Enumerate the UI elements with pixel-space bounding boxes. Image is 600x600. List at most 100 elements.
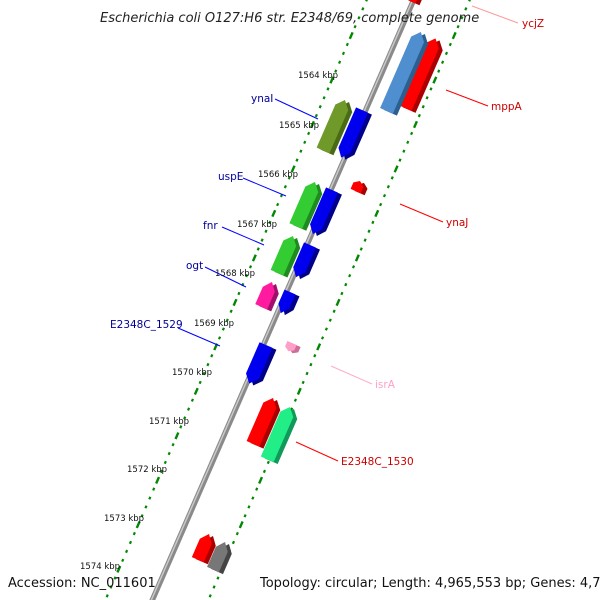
- outer-tick-48: [202, 371, 206, 376]
- inner-tick-48: [305, 371, 309, 376]
- gene-label-ynaJ[interactable]: ynaJ: [446, 217, 468, 229]
- inner-tick-20: [412, 120, 418, 129]
- kbp-label-1569: 1569 kbp: [194, 319, 234, 329]
- inner-tick-28: [382, 193, 387, 198]
- gene-label-E2348C_1530[interactable]: E2348C_1530: [341, 456, 414, 468]
- inner-tick-61: [255, 487, 259, 491]
- gene-label-ogt[interactable]: ogt: [186, 260, 203, 272]
- gene-label-ycjZ[interactable]: ycjZ: [522, 18, 544, 30]
- inner-tick-52: [289, 407, 294, 411]
- outer-tick-68: [125, 549, 129, 554]
- outer-tick-8: [357, 16, 361, 20]
- mppA-cds-2[interactable]: [380, 32, 425, 114]
- lower-red-cds[interactable]: [191, 534, 212, 563]
- outer-tick-36: [248, 265, 253, 269]
- outer-tick-12: [341, 51, 346, 56]
- outer-tick-53: [183, 416, 187, 420]
- inner-tick-12: [444, 51, 449, 56]
- E2348C_1529-cds[interactable]: [246, 342, 273, 384]
- inner-tick-46: [313, 354, 317, 358]
- connector-ynaJ: [399, 203, 444, 223]
- ynaJ-cds[interactable]: [350, 181, 364, 194]
- inner-tick-15: [432, 76, 438, 84]
- outer-tick-30: [271, 209, 277, 218]
- connector-ynaI: [274, 98, 319, 120]
- kbp-label-1567: 1567 kbp: [237, 220, 277, 230]
- ogt-cds-pink[interactable]: [255, 282, 275, 310]
- inner-tick-45: [316, 343, 322, 351]
- gene-label-E2348C_1529[interactable]: E2348C_1529: [110, 319, 183, 331]
- E2348C_1530-red[interactable]: [246, 398, 277, 447]
- inner-tick-25: [393, 165, 399, 173]
- inner-tick-34: [359, 247, 363, 251]
- inner-tick-23: [402, 149, 406, 153]
- fnr-cds[interactable]: [293, 242, 316, 278]
- outer-tick-64: [140, 514, 144, 518]
- inner-tick-39: [340, 291, 344, 296]
- ynaI-cds[interactable]: [338, 107, 368, 158]
- gene-label-ynaI[interactable]: ynaI: [251, 93, 273, 105]
- outer-tick-22: [303, 140, 307, 145]
- inner-tick-31: [371, 220, 375, 225]
- gene-label-uspE[interactable]: uspE: [218, 171, 243, 183]
- gene-label-isrA[interactable]: isrA: [375, 379, 396, 391]
- outer-tick-32: [264, 229, 268, 233]
- ogt-cds[interactable]: [278, 289, 296, 314]
- outer-tick-9: [353, 24, 357, 29]
- label-connectors: [177, 5, 519, 462]
- outer-tick-18: [318, 105, 322, 109]
- inner-tick-66: [235, 531, 239, 536]
- gene-label-fnr[interactable]: fnr: [203, 220, 218, 232]
- outer-tick-20: [309, 120, 315, 129]
- outer-tick-23: [299, 149, 303, 153]
- outer-tick-69: [121, 558, 125, 563]
- outer-tick-25: [290, 165, 296, 173]
- ycjZ-cds[interactable]: [404, 0, 420, 4]
- outer-tick-52: [186, 407, 191, 411]
- inner-tick-62: [251, 496, 255, 500]
- inner-tick-33: [363, 238, 367, 242]
- inner-tick-49: [301, 380, 305, 385]
- connector-ogt: [204, 266, 247, 288]
- gene-label-mppA[interactable]: mppA: [491, 101, 523, 113]
- outer-tick-31: [268, 220, 272, 225]
- inner-tick-21: [410, 131, 414, 136]
- inner-tick-10: [451, 31, 457, 40]
- lower-grey-cds[interactable]: [207, 542, 228, 573]
- connector-fnr: [221, 226, 265, 246]
- mppA-cds-1[interactable]: [398, 38, 439, 111]
- outer-tick-27: [283, 185, 287, 189]
- fnr-cds-green[interactable]: [270, 236, 297, 276]
- outer-tick-11: [345, 42, 349, 47]
- inner-tick-51: [293, 398, 297, 402]
- outer-tick-17: [322, 96, 326, 100]
- inner-tick-17: [425, 96, 429, 100]
- ynaI-cds-olive[interactable]: [316, 100, 349, 154]
- outer-tick-62: [148, 496, 152, 500]
- outer-tick-59: [159, 469, 164, 474]
- outer-tick-6: [365, 0, 368, 2]
- outer-tick-60: [155, 476, 161, 484]
- E2348C_1530-mint[interactable]: [260, 407, 294, 463]
- inner-tick-13: [441, 60, 445, 64]
- outer-tick-56: [171, 442, 175, 447]
- isrA-rna[interactable]: [285, 341, 297, 352]
- outer-tick-67: [128, 540, 133, 545]
- outer-tick-41: [229, 309, 233, 314]
- outer-tick-16: [326, 87, 330, 91]
- kbp-label-1572: 1572 kbp: [127, 465, 167, 475]
- outer-tick-49: [198, 380, 202, 385]
- outer-tick-26: [287, 176, 291, 180]
- inner-tick-44: [320, 336, 325, 340]
- connector-E2348C_1530: [295, 441, 339, 462]
- kbp-label-1571: 1571 kbp: [149, 417, 189, 427]
- inner-tick-19: [417, 113, 421, 118]
- outer-tick-46: [210, 354, 214, 358]
- uspE-cds[interactable]: [310, 187, 338, 235]
- inner-tick-22: [406, 140, 410, 145]
- outer-tick-44: [217, 336, 222, 340]
- uspE-cds-green[interactable]: [289, 182, 319, 229]
- gene-labels: ycjZ mppA ynaI uspE ynaJ fnr ogt E2348C_…: [110, 18, 544, 468]
- outer-tick-7: [361, 7, 365, 11]
- inner-tick-71: [216, 576, 220, 580]
